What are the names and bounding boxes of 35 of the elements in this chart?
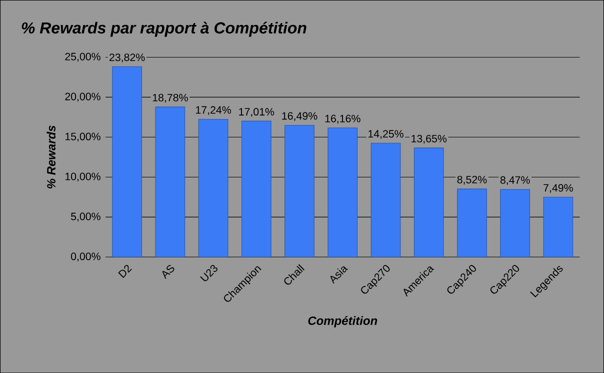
x-axis-title: Compétition [308, 316, 378, 328]
x-tick-label: AS [162, 264, 174, 279]
y-tick-label: 15,00% [65, 132, 100, 142]
data-label: 8,47% [500, 176, 530, 185]
x-tick-label: Asia [330, 266, 348, 284]
data-label: 8,52% [457, 176, 487, 185]
bar [241, 120, 272, 258]
bar [112, 66, 142, 258]
data-label: 16,49% [282, 112, 318, 121]
bar [543, 196, 574, 258]
bar [155, 106, 186, 258]
data-label: 18,78% [152, 94, 188, 103]
bar [198, 118, 228, 258]
bar [328, 128, 358, 258]
bar [370, 142, 401, 258]
bar [500, 188, 530, 258]
bar [457, 188, 487, 258]
data-label: 23,82% [110, 53, 145, 62]
y-tick-label: 10,00% [65, 172, 100, 182]
bar [284, 124, 314, 258]
data-label: 17,24% [196, 106, 231, 115]
bar [414, 148, 444, 258]
x-tick-label: D2 [118, 264, 132, 278]
data-label: 7,49% [544, 184, 573, 193]
chart-title: % Rewards par rapport à Compétition [22, 22, 306, 37]
y-axis-title: % Rewards [46, 125, 56, 188]
y-tick-label: 20,00% [65, 92, 100, 102]
data-label: 14,25% [368, 130, 404, 139]
y-tick-label: 0,00% [71, 252, 100, 262]
data-label: 16,16% [325, 114, 360, 124]
data-label: 13,65% [412, 134, 447, 144]
y-tick-label: 25,00% [65, 52, 100, 62]
y-tick-label: 5,00% [71, 212, 100, 222]
x-tick-label: U23 [200, 264, 218, 282]
data-label: 17,01% [239, 108, 274, 117]
